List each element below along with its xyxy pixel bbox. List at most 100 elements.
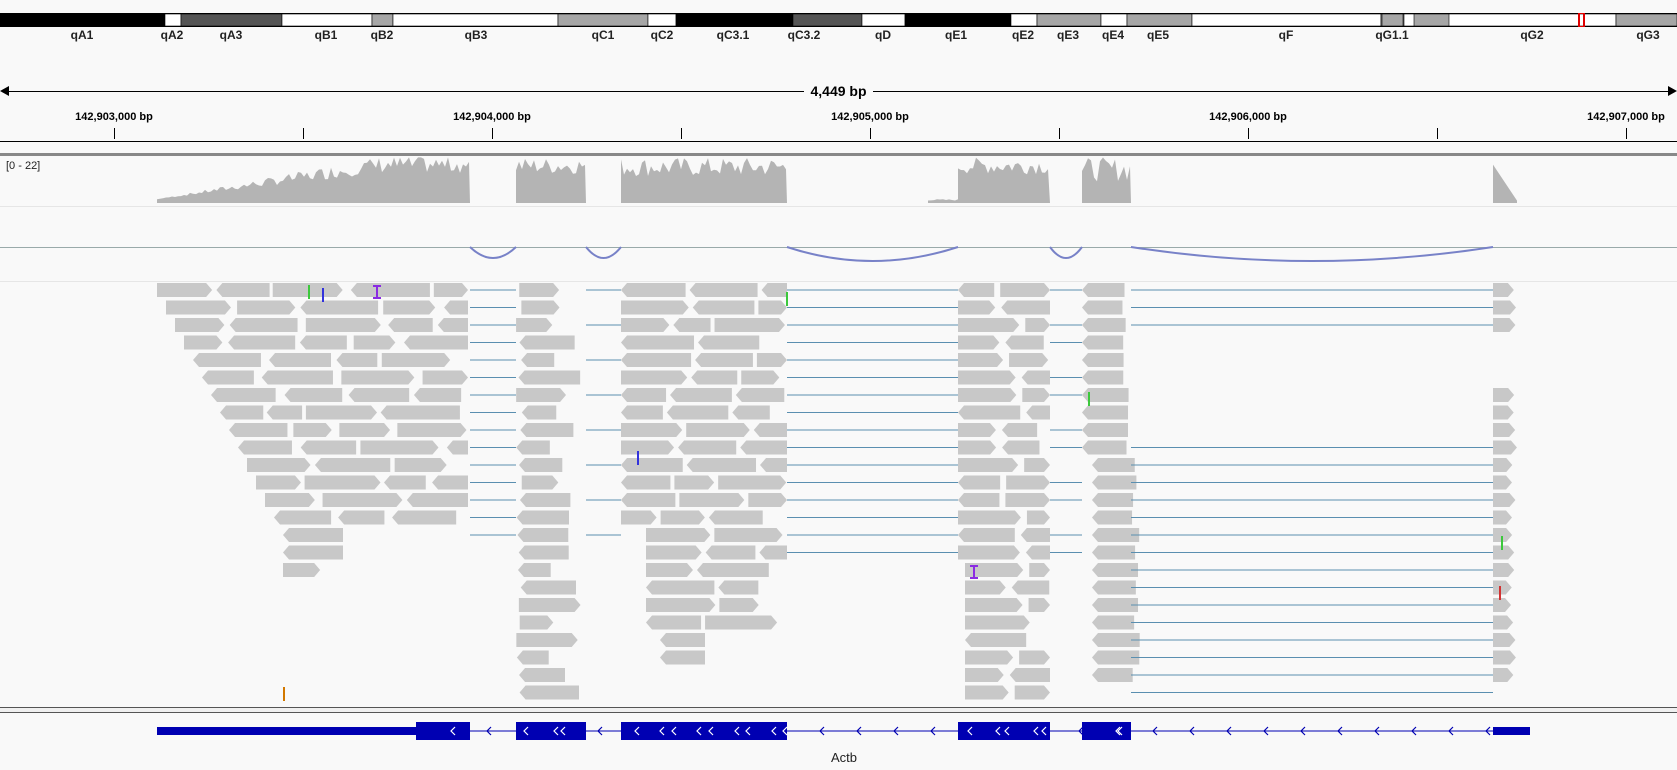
aligned-read[interactable]: [516, 388, 567, 402]
aligned-read[interactable]: [958, 370, 1016, 385]
gene-exon[interactable]: [621, 722, 787, 740]
aligned-read[interactable]: [1493, 283, 1514, 297]
aligned-read[interactable]: [413, 388, 462, 402]
aligned-read[interactable]: [1493, 510, 1512, 525]
aligned-read[interactable]: [621, 458, 683, 472]
aligned-read[interactable]: [1082, 440, 1127, 455]
aligned-read[interactable]: [621, 370, 688, 385]
insertion-marker[interactable]: [970, 565, 978, 579]
aligned-read[interactable]: [1493, 668, 1514, 682]
aligned-read[interactable]: [220, 405, 264, 420]
aligned-read[interactable]: [1082, 283, 1125, 297]
aligned-read[interactable]: [686, 458, 757, 472]
aligned-read[interactable]: [1493, 475, 1512, 490]
aligned-read[interactable]: [673, 318, 711, 332]
ideogram-band-qB2[interactable]: [371, 13, 394, 27]
aligned-read[interactable]: [759, 545, 787, 560]
aligned-read[interactable]: [283, 545, 343, 560]
gene-track[interactable]: [0, 716, 1677, 746]
ideogram-band-qF[interactable]: [1191, 13, 1382, 27]
aligned-read[interactable]: [741, 370, 780, 385]
aligned-read[interactable]: [518, 370, 581, 385]
aligned-read[interactable]: [1025, 318, 1050, 332]
aligned-read[interactable]: [1025, 545, 1050, 560]
aligned-read[interactable]: [193, 353, 261, 367]
aligned-read[interactable]: [965, 685, 1009, 700]
aligned-read[interactable]: [621, 493, 676, 507]
aligned-read[interactable]: [1082, 388, 1129, 402]
aligned-read[interactable]: [1011, 580, 1050, 595]
aligned-read[interactable]: [339, 423, 391, 437]
aligned-read[interactable]: [958, 283, 995, 297]
aligned-read[interactable]: [646, 580, 715, 595]
aligned-read[interactable]: [1009, 668, 1050, 682]
aligned-read[interactable]: [666, 405, 729, 420]
aligned-read[interactable]: [674, 475, 715, 490]
aligned-read[interactable]: [1493, 300, 1516, 315]
aligned-read[interactable]: [404, 335, 468, 350]
aligned-read[interactable]: [1000, 283, 1050, 297]
aligned-read[interactable]: [1020, 528, 1050, 542]
aligned-read[interactable]: [1493, 318, 1516, 332]
ideogram-band-qC2[interactable]: [647, 13, 677, 27]
aligned-read[interactable]: [1092, 563, 1139, 577]
aligned-read[interactable]: [446, 440, 468, 455]
aligned-read[interactable]: [520, 580, 577, 595]
aligned-read[interactable]: [958, 388, 1017, 402]
ideogram-band-qG3[interactable]: [1615, 13, 1677, 27]
aligned-read[interactable]: [621, 318, 670, 332]
splice-junction-track[interactable]: [0, 246, 1677, 268]
aligned-read[interactable]: [1092, 598, 1139, 612]
aligned-read[interactable]: [519, 685, 579, 700]
aligned-read[interactable]: [958, 300, 996, 315]
gene-exon[interactable]: [1082, 722, 1131, 740]
aligned-read[interactable]: [1493, 440, 1517, 455]
aligned-read[interactable]: [383, 475, 426, 490]
aligned-read[interactable]: [518, 545, 569, 560]
chromosome-ideogram[interactable]: [0, 13, 1677, 27]
aligned-read[interactable]: [1493, 633, 1516, 647]
aligned-read[interactable]: [283, 563, 321, 577]
aligned-read[interactable]: [621, 423, 683, 437]
aligned-read[interactable]: [670, 388, 732, 402]
aligned-read[interactable]: [300, 440, 357, 455]
aligned-read[interactable]: [958, 423, 996, 437]
splice-junction-arc[interactable]: [1130, 246, 1494, 262]
aligned-read[interactable]: [1005, 493, 1050, 507]
aligned-read[interactable]: [211, 388, 276, 402]
insertion-marker[interactable]: [373, 285, 381, 299]
aligned-read[interactable]: [698, 335, 760, 350]
aligned-read[interactable]: [1092, 475, 1137, 490]
aligned-read[interactable]: [958, 335, 1000, 350]
ideogram-band-qA1[interactable]: [0, 13, 166, 27]
aligned-read[interactable]: [202, 370, 254, 385]
ideogram-band-qB3[interactable]: [392, 13, 559, 27]
ideogram-band-qA2[interactable]: [164, 13, 182, 27]
aligned-read[interactable]: [175, 318, 225, 332]
aligned-read[interactable]: [691, 370, 738, 385]
aligned-read[interactable]: [748, 493, 787, 507]
aligned-read[interactable]: [621, 283, 686, 297]
aligned-read[interactable]: [708, 510, 763, 525]
aligned-read[interactable]: [157, 283, 213, 297]
aligned-read[interactable]: [660, 510, 705, 525]
aligned-read[interactable]: [1082, 318, 1126, 332]
aligned-read[interactable]: [1092, 580, 1136, 595]
aligned-read[interactable]: [679, 493, 745, 507]
ideogram-band-qE5[interactable]: [1126, 13, 1193, 27]
aligned-read[interactable]: [965, 633, 1027, 647]
aligned-read[interactable]: [521, 300, 560, 315]
aligned-read[interactable]: [718, 475, 787, 490]
aligned-read[interactable]: [705, 615, 778, 630]
aligned-read[interactable]: [341, 370, 415, 385]
aligned-read[interactable]: [621, 300, 689, 315]
aligned-read[interactable]: [660, 650, 705, 665]
aligned-read[interactable]: [958, 405, 1021, 420]
aligned-read[interactable]: [247, 458, 311, 472]
aligned-read[interactable]: [1009, 353, 1049, 367]
aligned-read[interactable]: [521, 353, 555, 367]
aligned-read[interactable]: [1092, 650, 1140, 665]
aligned-read[interactable]: [1092, 633, 1140, 647]
aligned-read[interactable]: [237, 300, 296, 315]
aligned-read[interactable]: [1092, 493, 1134, 507]
